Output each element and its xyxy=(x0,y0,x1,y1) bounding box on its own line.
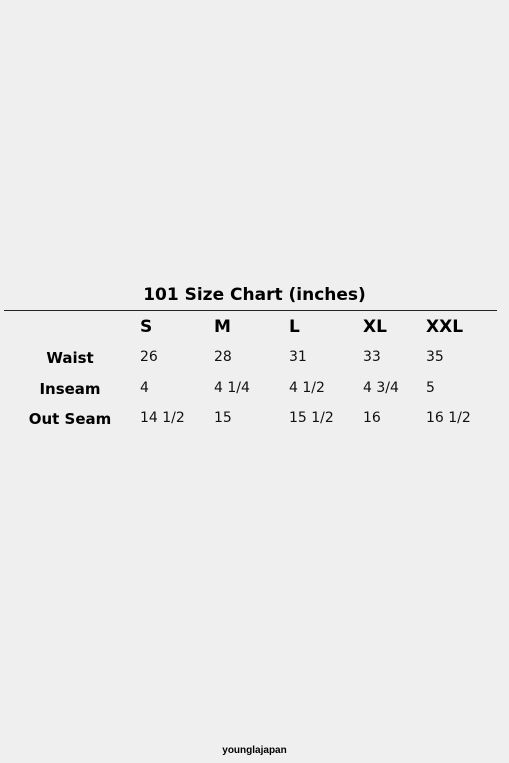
cell-inseam-xl: 4 3/4 xyxy=(363,380,399,396)
row-label-waist: Waist xyxy=(46,349,94,367)
cell-waist-s: 26 xyxy=(140,349,158,365)
cell-out-seam-m: 15 xyxy=(214,410,232,426)
row-label-out-seam: Out Seam xyxy=(28,410,112,428)
cell-out-seam-xl: 16 xyxy=(363,410,381,426)
cell-waist-m: 28 xyxy=(214,349,232,365)
chart-title: 101 Size Chart (inches) xyxy=(143,285,366,305)
column-header-m: M xyxy=(214,317,231,337)
column-header-l: L xyxy=(289,317,300,337)
cell-out-seam-l: 15 1/2 xyxy=(289,410,334,426)
cell-waist-xl: 33 xyxy=(363,349,381,365)
cell-inseam-s: 4 xyxy=(140,380,149,396)
column-header-s: S xyxy=(140,317,153,337)
row-label-inseam: Inseam xyxy=(39,380,101,398)
cell-out-seam-s: 14 1/2 xyxy=(140,410,185,426)
column-header-xxl: XXL xyxy=(426,317,464,337)
cell-waist-l: 31 xyxy=(289,349,307,365)
cell-out-seam-xxl: 16 1/2 xyxy=(426,410,471,426)
cell-inseam-l: 4 1/2 xyxy=(289,380,325,396)
cell-waist-xxl: 35 xyxy=(426,349,444,365)
brand-footer: younglajapan xyxy=(222,745,287,756)
cell-inseam-xxl: 5 xyxy=(426,380,435,396)
cell-inseam-m: 4 1/4 xyxy=(214,380,250,396)
title-divider xyxy=(4,310,497,311)
column-header-xl: XL xyxy=(363,317,387,337)
